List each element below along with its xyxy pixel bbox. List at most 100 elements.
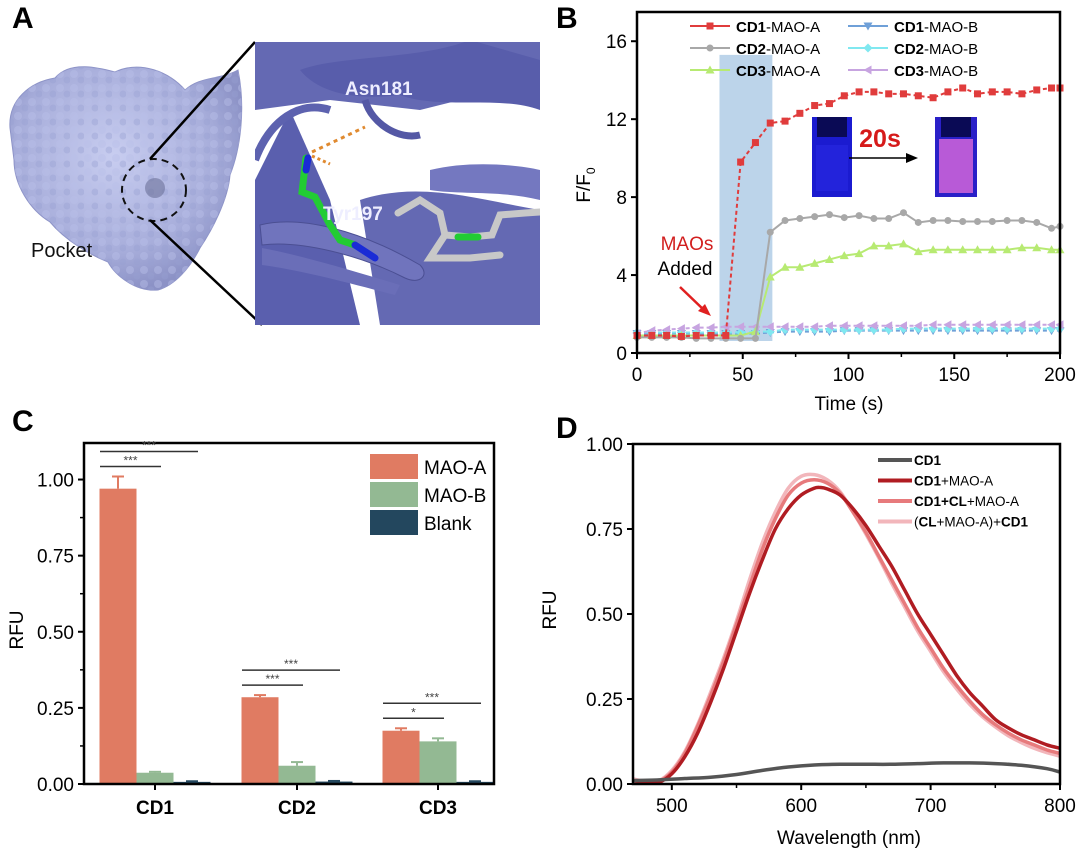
data-point: [987, 245, 997, 254]
legend-label-rest: -MAO-A: [766, 41, 820, 58]
asn181-label: Asn181: [345, 79, 413, 100]
data-point: [781, 117, 789, 125]
zoomed-binding-site: Asn181 Tyr197: [255, 42, 540, 325]
data-point: [899, 209, 907, 217]
legend-marker: [706, 44, 714, 52]
legend-item: CD2-MAO-B: [848, 41, 978, 58]
legend-item: Blank: [370, 510, 472, 535]
y-tick-label: 1.00: [37, 471, 74, 492]
mao-added-highlight: [719, 54, 773, 342]
bar-cd1-mao-b: [136, 772, 174, 784]
data-point: [751, 139, 759, 147]
y-tick-label: 1.00: [586, 435, 623, 456]
data-point: [854, 249, 864, 258]
data-point: [737, 334, 745, 342]
data-point: [824, 254, 834, 263]
cuvette-after: [935, 117, 977, 197]
legend-label-part: +: [941, 494, 949, 509]
legend-marker: [863, 65, 872, 75]
data-point: [929, 94, 937, 102]
data-point: [795, 322, 804, 332]
legend-label-part: (: [914, 515, 919, 530]
legend-label: CD1-MAO-A: [736, 19, 820, 36]
tyr197-stick: [298, 154, 359, 249]
data-point: [855, 212, 863, 220]
data-point: [692, 331, 700, 339]
data-point: [765, 322, 774, 332]
data-point: [662, 325, 671, 335]
legend-item: MAO-B: [370, 482, 486, 507]
x-tick-label: 800: [1044, 796, 1076, 817]
legend-label: CD1-MAO-B: [894, 19, 978, 36]
legend-label-rest: -MAO-A: [766, 19, 820, 36]
data-point: [676, 324, 685, 334]
x-tick-label: 200: [1044, 365, 1076, 386]
y-tick-label: 8: [616, 188, 627, 209]
data-point: [987, 320, 996, 330]
data-point: [869, 321, 878, 331]
data-point: [677, 332, 685, 340]
data-point: [869, 241, 879, 250]
data-point: [1032, 243, 1042, 252]
y-tick-label: 0: [616, 344, 627, 365]
data-point: [1047, 245, 1057, 254]
x-tick-label: 700: [915, 796, 947, 817]
data-point: [751, 334, 759, 342]
cuvette-before: [812, 117, 852, 197]
data-point: [1003, 216, 1011, 224]
y-tick-label: 0.50: [37, 623, 74, 644]
data-point: [722, 331, 730, 339]
legend-swatch: [370, 454, 418, 479]
data-point: [885, 215, 893, 223]
data-point: [780, 322, 789, 332]
y-tick-label: 0.00: [586, 775, 623, 796]
data-point: [884, 321, 893, 331]
pocket-label: Pocket: [31, 240, 93, 262]
data-point: [928, 245, 938, 254]
y-tick-label: 12: [606, 110, 627, 131]
data-point: [1017, 243, 1027, 252]
chart-d-ylabel: RFU: [540, 590, 561, 629]
data-point: [810, 322, 819, 332]
legend-label: CD2-MAO-B: [894, 41, 978, 58]
legend-label-bold: CD2: [736, 41, 766, 58]
data-point: [1002, 245, 1012, 254]
data-point: [1018, 90, 1026, 98]
y-tick-label: 0.25: [586, 690, 623, 711]
legend-item: CD1+CL+MAO-A: [878, 494, 1019, 509]
y-tick-label: 4: [616, 266, 627, 287]
data-point: [840, 92, 848, 100]
data-point: [1047, 320, 1056, 330]
data-point: [796, 109, 804, 117]
y-tick-label: 0.75: [586, 520, 623, 541]
legend-item: CD3-MAO-B: [848, 63, 978, 80]
legend-label-part: CL: [919, 515, 937, 530]
added-label: Added: [658, 259, 713, 280]
zoom-line-top: [149, 41, 256, 160]
legend-item: MAO-A: [370, 454, 487, 479]
legend-label-part: CD1: [914, 453, 941, 468]
data-point: [944, 88, 952, 96]
legend-marker: [705, 65, 715, 74]
added-arrow-head-icon: [698, 304, 711, 316]
data-point: [899, 90, 907, 98]
data-point: [929, 216, 937, 224]
data-point: [811, 213, 819, 221]
data-point: [958, 320, 967, 330]
y-tick-label: 16: [606, 32, 627, 53]
maos-label: MAOs: [661, 234, 714, 255]
legend-label-bold: CD1: [736, 19, 766, 36]
pocket-cavity: [145, 178, 165, 198]
data-point: [913, 247, 923, 256]
significance-label: ***: [265, 672, 279, 686]
data-point: [825, 100, 833, 108]
y-tick-label: 0.50: [586, 605, 623, 626]
data-point: [913, 321, 922, 331]
legend-item: (CL+MAO-A)+CD1: [878, 515, 1029, 530]
data-point: [974, 90, 982, 98]
legend-label-part: +MAO-A: [967, 494, 1019, 509]
zoom-line-bottom: [149, 219, 263, 326]
data-point: [1048, 84, 1056, 92]
